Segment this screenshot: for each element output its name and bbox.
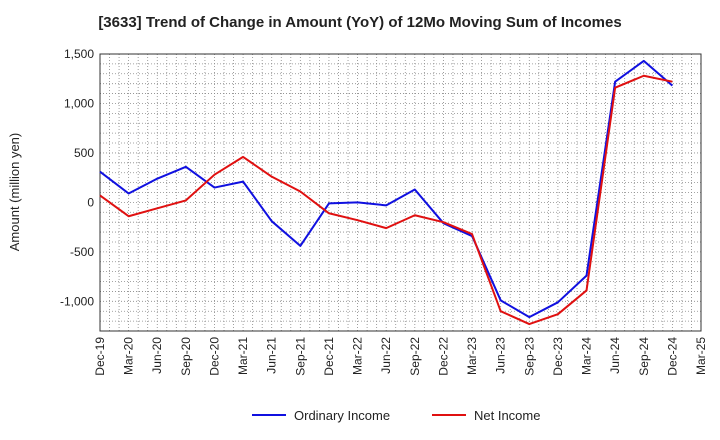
x-tick-label: Jun-21 [265,337,279,374]
series-line [99,59,674,319]
x-tick-label: Mar-24 [580,337,594,375]
x-tick-label: Mar-20 [122,337,136,375]
x-tick-label: Sep-23 [522,337,536,376]
x-tick-label: Dec-21 [322,337,336,376]
y-tick-label: 0 [87,195,94,209]
y-tick-labels: 1,500 1,000 500 0 -500 -1,000 [60,47,94,308]
x-tick-label: Dec-23 [551,337,565,376]
x-tick-label: Mar-22 [351,337,365,375]
x-tick-label: Sep-21 [293,337,307,376]
legend-label: Ordinary Income [294,408,390,423]
x-tick-label: Dec-22 [436,337,450,376]
x-tick-label: Mar-25 [694,337,708,375]
y-tick-label: 1,500 [64,47,94,61]
y-tick-label: 1,000 [64,96,94,110]
x-tick-label: Jun-20 [150,337,164,374]
x-tick-labels: Dec-19 Mar-20 Jun-20 Sep-20 Dec-20 Mar-21 Jun-… [93,337,708,376]
x-tick-label: Sep-24 [637,337,651,376]
x-tick-label: Mar-23 [465,337,479,375]
x-tick-label: Dec-19 [93,337,107,376]
y-tick-label: -500 [70,245,94,259]
y-axis-label: Amount (million yen) [7,133,22,252]
x-tick-label: Jun-24 [608,337,622,374]
x-tick-label: Dec-24 [665,337,679,376]
x-tick-label: Sep-22 [408,337,422,376]
x-tick-label: Dec-20 [207,337,221,376]
x-tick-label: Mar-21 [236,337,250,375]
legend-label: Net Income [474,408,540,423]
x-tick-label: Sep-20 [179,337,193,376]
grid-layer [99,53,702,332]
legend: Ordinary Income Net Income [252,408,540,423]
x-tick-label: Jun-22 [379,337,393,374]
y-tick-label: 500 [74,146,94,160]
plot-frame [99,53,702,332]
y-tick-label: -1,000 [60,294,94,308]
series-layer [99,59,674,326]
x-tick-label: Jun-23 [494,337,508,374]
chart-title: [3633] Trend of Change in Amount (YoY) o… [98,14,622,31]
series-line [99,74,673,326]
